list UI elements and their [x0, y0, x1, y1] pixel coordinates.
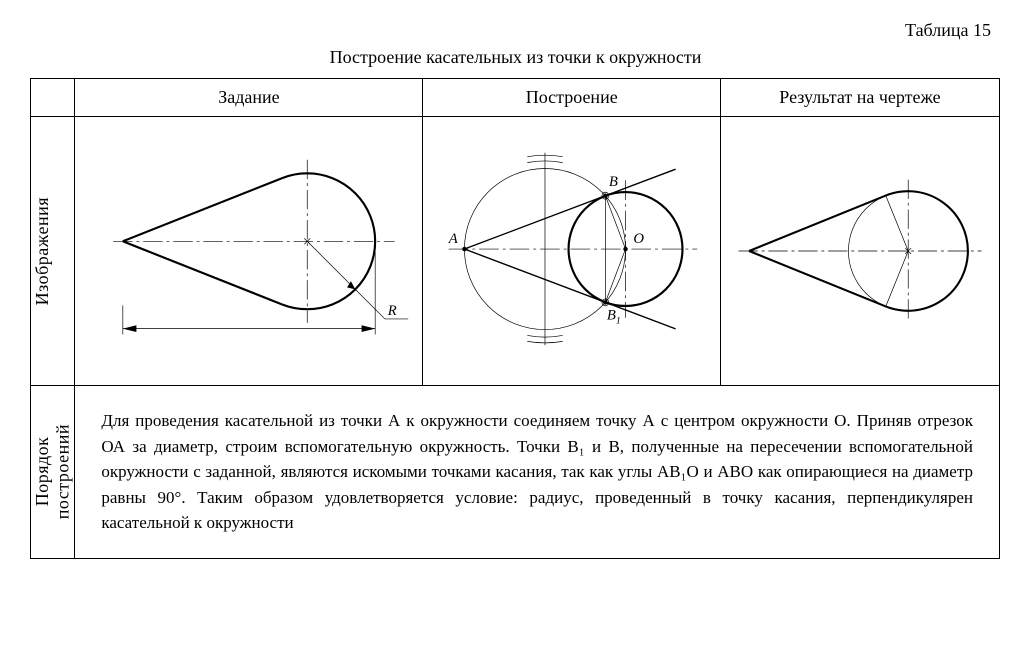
table-number: Таблица 15	[30, 20, 991, 41]
main-table: Задание Построение Результат на чертеже …	[30, 78, 1000, 559]
label-B: B	[609, 174, 618, 190]
fig2-svg: A O B B1	[434, 121, 709, 381]
page-title: Построение касательных из точки к окружн…	[30, 47, 1001, 68]
fig3-svg	[725, 136, 995, 366]
row-label-images: Изображения	[31, 117, 75, 386]
label-B1: B1	[607, 308, 621, 327]
fig1-svg: R	[84, 121, 414, 381]
figure-construction: A O B B1	[423, 117, 721, 386]
col-header-3: Результат на чертеже	[721, 79, 1000, 117]
row-label-order: Порядокпостроений	[31, 386, 75, 559]
figure-task: R	[75, 117, 423, 386]
corner-cell	[31, 79, 75, 117]
figure-result	[721, 117, 1000, 386]
label-O: O	[634, 231, 645, 247]
col-header-1: Задание	[75, 79, 423, 117]
label-R: R	[387, 303, 397, 319]
description-cell: Для проведения касательной из точки А к …	[75, 386, 1000, 559]
label-A: A	[448, 231, 459, 247]
col-header-2: Построение	[423, 79, 721, 117]
